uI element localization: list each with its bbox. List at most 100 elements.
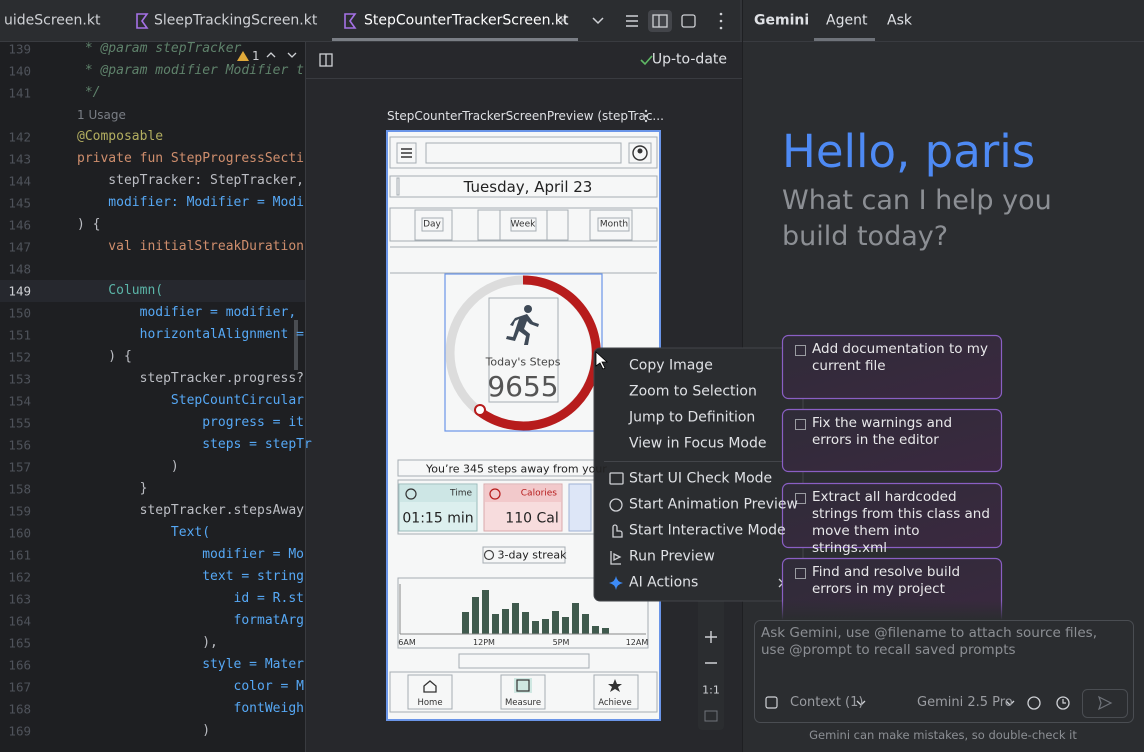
code-line: ) xyxy=(77,723,211,739)
code-line: modifier = Mo xyxy=(77,547,304,563)
model-picker[interactable]: Gemini 2.5 Pro xyxy=(917,695,1013,711)
chart-label: 6AM xyxy=(398,638,416,648)
line-number: 148 xyxy=(8,261,31,277)
preview-title: StepCounterTrackerScreenPreview (stepTra… xyxy=(387,108,664,123)
menu-item[interactable]: Start UI Check Mode xyxy=(629,470,773,487)
chat-input[interactable]: Ask Gemini, use @filename to attach sour… xyxy=(761,625,1098,658)
line-number: 156 xyxy=(8,437,31,453)
code-line: modifier = modifier, xyxy=(77,305,297,321)
code-line: stepTracker.stepsAway xyxy=(77,503,304,519)
code-line: progress = it xyxy=(77,415,304,431)
suggestion[interactable]: Fix the warnings and errors in the edito… xyxy=(812,415,953,448)
gemini-tab[interactable]: Ask xyxy=(887,12,912,29)
menu-item[interactable]: View in Focus Mode xyxy=(629,435,767,452)
prompt: What can I help you build today? xyxy=(782,185,1052,252)
line-number: 157 xyxy=(8,459,31,475)
period-tab[interactable]: Day xyxy=(423,219,441,230)
chart-label: 5PM xyxy=(552,638,570,648)
editor-tab[interactable]: StepCounterTrackerScreen.kt xyxy=(364,12,569,29)
gemini-tab[interactable]: Agent xyxy=(826,12,868,29)
gemini-tab[interactable]: Gemini xyxy=(754,12,810,29)
line-number: 151 xyxy=(8,327,31,343)
nav-label[interactable]: Measure xyxy=(504,697,542,708)
steps-away: You’re 345 steps away from your xyxy=(426,462,607,476)
zoom-reset[interactable]: 1:1 xyxy=(702,683,720,697)
menu-item[interactable]: AI Actions xyxy=(629,574,699,591)
context-chip[interactable]: Context (1) xyxy=(790,695,864,711)
code-line: horizontalAlignment = xyxy=(77,327,304,343)
code-line: Text( xyxy=(77,525,211,541)
suggestion[interactable]: Add documentation to my current file xyxy=(812,341,988,374)
line-number: 142 xyxy=(8,129,31,145)
line-number: 140 xyxy=(8,63,31,79)
code-line: text = string xyxy=(77,569,304,585)
line-number: 143 xyxy=(8,151,31,167)
line-number: 146 xyxy=(8,217,31,233)
period-tab[interactable]: Week xyxy=(510,219,536,230)
menu-item[interactable]: Jump to Definition xyxy=(629,409,756,426)
code-line: Column( xyxy=(77,283,164,299)
greeting: Hello, paris xyxy=(782,125,1036,178)
steps-value: 9655 xyxy=(487,370,559,404)
menu-item[interactable]: Start Interactive Mode xyxy=(629,522,786,539)
line-number: 139 xyxy=(8,41,31,57)
code-line: modifier: Modifier = Modi xyxy=(77,195,304,211)
code-line: @Composable xyxy=(77,129,164,145)
line-number: 154 xyxy=(8,393,31,409)
code-line: val initialStreakDuration xyxy=(77,239,304,255)
line-number: 160 xyxy=(8,525,31,541)
stat-value: 01:15 min xyxy=(402,510,474,527)
code-line: color = M xyxy=(77,679,304,695)
line-number: 158 xyxy=(8,481,31,497)
nav-label[interactable]: Achieve xyxy=(598,697,632,708)
steps-label: Today's Steps xyxy=(485,355,561,369)
code-line: id = R.st xyxy=(77,591,304,607)
line-number: 145 xyxy=(8,195,31,211)
suggestion[interactable]: Find and resolve build errors in my proj… xyxy=(812,564,961,597)
line-number: 163 xyxy=(8,591,31,607)
code-line: ) { xyxy=(77,349,132,365)
code-line: fontWeigh xyxy=(77,701,304,717)
code-line: steps = stepTr xyxy=(77,437,312,453)
menu-item[interactable]: Start Animation Preview xyxy=(629,496,798,513)
code-line: stepTracker: StepTracker, xyxy=(77,173,304,189)
menu-item[interactable]: Run Preview xyxy=(629,548,715,565)
stat-value: 110 Cal xyxy=(505,510,559,527)
menu-item[interactable]: Copy Image xyxy=(629,357,713,374)
line-number: 166 xyxy=(8,657,31,673)
stat-label: Calories xyxy=(520,488,557,499)
line-number: 161 xyxy=(8,547,31,563)
line-number: 149 xyxy=(8,283,31,299)
line-number: 153 xyxy=(8,371,31,387)
code-line: private fun StepProgressSecti xyxy=(77,151,304,167)
line-number: 152 xyxy=(8,349,31,365)
code-line: StepCountCircular xyxy=(77,393,304,409)
editor-tab[interactable]: SleepTrackingScreen.kt xyxy=(154,12,318,29)
code-line: } xyxy=(77,481,148,497)
streak-label: 3-day streak xyxy=(497,548,567,562)
usage-hint: 1 Usage xyxy=(77,107,126,122)
chart-label: 12PM xyxy=(473,638,495,648)
nav-label[interactable]: Home xyxy=(417,697,443,708)
line-number: 164 xyxy=(8,613,31,629)
code-line: * @param stepTracker xyxy=(77,41,242,57)
disclaimer: Gemini can make mistakes, so double-chec… xyxy=(809,728,1077,743)
code-line: style = Mater xyxy=(77,657,304,673)
code-line: stepTracker.progress? xyxy=(77,371,304,387)
warning-count: 1 xyxy=(252,48,260,63)
menu-item[interactable]: Zoom to Selection xyxy=(629,383,757,400)
line-number: 147 xyxy=(8,239,31,255)
line-number: 155 xyxy=(8,415,31,431)
preview-status: Up-to-date xyxy=(651,51,727,68)
suggestion[interactable]: Extract all hardcoded strings from this … xyxy=(812,489,990,556)
date-label: Tuesday, April 23 xyxy=(463,178,593,196)
code-line: ) xyxy=(77,459,179,475)
line-number: 169 xyxy=(8,723,31,739)
chart-label: 12AM xyxy=(625,638,649,648)
line-number: 141 xyxy=(8,85,31,101)
code-line: */ xyxy=(77,85,101,101)
line-number: 165 xyxy=(8,635,31,651)
editor-tab[interactable]: uideScreen.kt xyxy=(4,12,101,29)
period-tab[interactable]: Month xyxy=(599,219,629,230)
